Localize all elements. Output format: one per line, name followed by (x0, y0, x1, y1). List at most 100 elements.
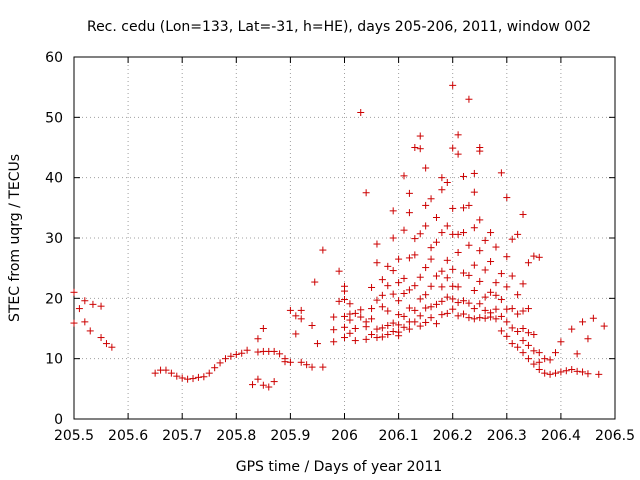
data-point (524, 259, 532, 267)
data-point (476, 277, 484, 285)
data-point (519, 210, 527, 218)
data-point (89, 300, 97, 308)
data-point (346, 329, 354, 337)
data-point (378, 324, 386, 332)
y-tick-label: 50 (45, 110, 63, 126)
data-point (584, 335, 592, 343)
data-point (405, 209, 413, 217)
data-point (384, 282, 392, 290)
data-point (416, 132, 424, 140)
data-point (81, 318, 89, 326)
data-point (432, 213, 440, 221)
data-point (497, 312, 505, 320)
data-point (492, 291, 500, 299)
data-point (400, 312, 408, 320)
data-point (514, 310, 522, 318)
data-point (449, 144, 457, 152)
data-point (492, 243, 500, 251)
data-point (422, 164, 430, 172)
data-point (351, 309, 359, 317)
data-point (546, 370, 554, 378)
data-point (297, 315, 305, 323)
data-point (497, 169, 505, 177)
data-point (449, 265, 457, 273)
data-point (454, 131, 462, 139)
data-point (416, 322, 424, 330)
data-point (405, 304, 413, 312)
data-point (460, 269, 468, 277)
data-point (573, 350, 581, 358)
data-point (243, 346, 251, 354)
data-point (189, 375, 197, 383)
data-point (535, 349, 543, 357)
data-point (357, 306, 365, 314)
data-point (454, 299, 462, 307)
data-point (470, 286, 478, 294)
data-point (443, 222, 451, 230)
data-point (368, 331, 376, 339)
data-point (438, 267, 446, 275)
data-point (162, 366, 170, 374)
data-point (497, 296, 505, 304)
data-point (465, 299, 473, 307)
x-tick-label: 206.4 (541, 428, 581, 444)
data-point (584, 370, 592, 378)
data-point (524, 305, 532, 313)
data-point (422, 291, 430, 299)
data-point (346, 316, 354, 324)
data-point (535, 366, 543, 374)
data-point (460, 297, 468, 305)
data-point (514, 291, 522, 299)
x-tick-label: 205.9 (270, 428, 310, 444)
data-point (254, 375, 262, 383)
data-point (238, 349, 246, 357)
data-point (341, 312, 348, 320)
data-point (270, 378, 278, 386)
data-point (400, 323, 408, 331)
data-point (487, 229, 495, 237)
x-tick-label: 206.2 (433, 428, 473, 444)
data-point (389, 290, 397, 298)
data-point (492, 315, 500, 323)
data-point (341, 296, 348, 304)
data-point (432, 300, 440, 308)
data-point (395, 328, 403, 336)
data-point (292, 330, 300, 338)
data-point (373, 334, 381, 342)
data-point (341, 282, 348, 290)
data-point (492, 305, 500, 313)
data-point (70, 319, 78, 327)
data-point (357, 313, 365, 321)
data-point (535, 358, 543, 366)
data-point (330, 326, 338, 334)
data-point (465, 314, 473, 322)
data-point (432, 320, 440, 328)
data-point (427, 255, 435, 263)
data-point (194, 373, 202, 381)
data-point (259, 381, 267, 389)
data-point (232, 350, 240, 358)
x-tick-label: 206.5 (595, 428, 635, 444)
y-tick-label: 30 (45, 231, 63, 247)
data-point (449, 282, 457, 290)
data-point (75, 305, 83, 313)
data-point (405, 254, 413, 262)
data-point (454, 230, 462, 238)
data-point (481, 314, 489, 322)
data-point (335, 267, 343, 275)
data-point (519, 307, 527, 315)
data-point (400, 172, 408, 180)
data-point (422, 304, 430, 312)
data-point (108, 343, 116, 351)
data-point (503, 305, 511, 313)
data-point (497, 270, 505, 278)
data-point (313, 340, 321, 348)
data-point (395, 311, 403, 319)
data-point (102, 340, 110, 348)
x-tick-label: 206.1 (379, 428, 419, 444)
data-points (70, 81, 608, 391)
data-point (384, 331, 392, 339)
data-point (70, 288, 78, 296)
data-point (373, 296, 381, 304)
data-point (389, 319, 397, 327)
